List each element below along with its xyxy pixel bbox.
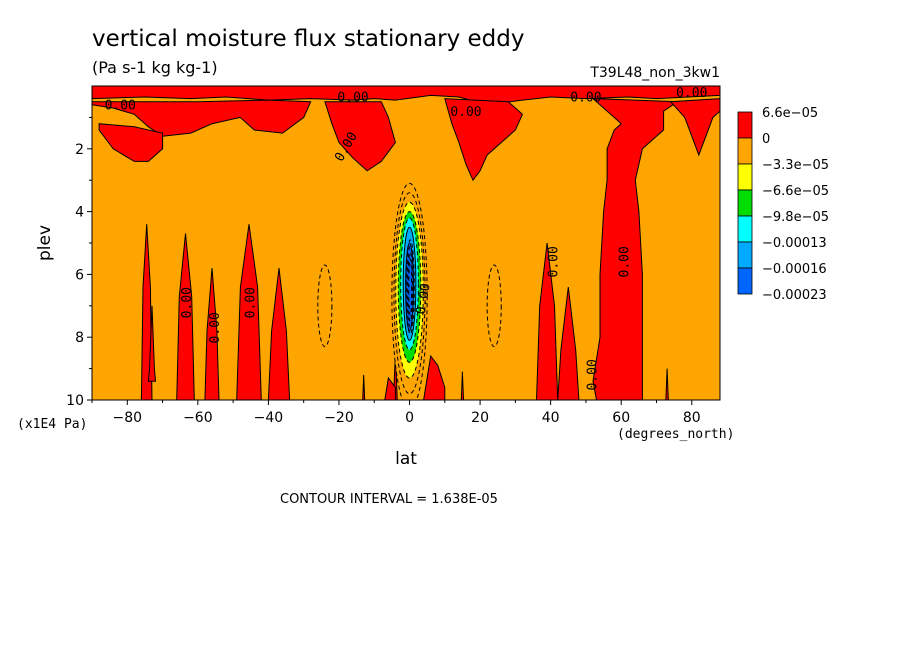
chart-title: vertical moisture flux stationary eddy bbox=[92, 26, 525, 52]
plot-area: 0.00 0.00 0.00 0.00 0.00 0.00 0.00 0.00 0.00 0.00… bbox=[91, 85, 721, 401]
contour-label-2: 0.00 bbox=[570, 91, 601, 106]
x-tick-label--60: −60 bbox=[183, 410, 213, 426]
x-axis: −80 −60 −40 −20 0 20 40 60 80 bbox=[91, 400, 701, 426]
y-axis-units: (x1E4 Pa) bbox=[17, 417, 87, 432]
x-tick-label-40: 40 bbox=[542, 410, 560, 426]
legend-label-4: −9.8e−05 bbox=[762, 210, 829, 225]
legend-swatch-0 bbox=[737, 111, 753, 139]
legend-swatch-4 bbox=[737, 215, 753, 243]
red-region-left-lobe bbox=[92, 99, 312, 137]
contour-label-4: 0.00 bbox=[450, 105, 481, 120]
red-spike-3 bbox=[204, 268, 220, 400]
contour-label-3: 0.00 bbox=[676, 86, 707, 101]
legend-label-3: −6.6e−05 bbox=[762, 184, 829, 199]
red-spike-5 bbox=[267, 268, 291, 400]
negative-core-contour-0 bbox=[408, 258, 413, 316]
legend-swatch-1 bbox=[737, 137, 753, 165]
x-tick-label-60: 60 bbox=[612, 410, 630, 426]
red-region-left-lobe-lower bbox=[98, 123, 164, 162]
legend-label-6: −0.00016 bbox=[762, 262, 827, 277]
legend-label-0: 6.6e−05 bbox=[762, 106, 818, 121]
contour-label-7: 0.00 bbox=[208, 312, 223, 343]
contour-label-10: 0.00 bbox=[617, 246, 632, 277]
negative-core-contour-3 bbox=[405, 239, 415, 335]
red-spike-4 bbox=[236, 224, 262, 400]
colorbar-legend: 6.6e−05 0 −3.3e−05 −6.6e−05 −9.8e−05 −0.00013… bbox=[737, 106, 829, 303]
negative-core-contour-2 bbox=[406, 245, 414, 329]
legend-label-5: −0.00013 bbox=[762, 236, 827, 251]
x-tick-label--80: −80 bbox=[113, 410, 143, 426]
contour-label-11: 0.00 bbox=[586, 359, 601, 390]
red-spike-9 bbox=[458, 371, 467, 400]
x-tick-label-0: 0 bbox=[405, 410, 414, 426]
legend-swatch-3 bbox=[737, 189, 753, 217]
y-tick-label-6: 6 bbox=[75, 267, 84, 283]
y-tick-label-8: 8 bbox=[75, 330, 84, 346]
contour-label-1: 0.00 bbox=[337, 91, 368, 106]
y-tick-label-2: 2 bbox=[75, 142, 84, 158]
red-spike-7 bbox=[391, 352, 400, 400]
x-axis-units: (degrees_north) bbox=[617, 427, 734, 442]
red-region-equator-surface bbox=[423, 354, 446, 400]
contour-label-0: 0.00 bbox=[105, 99, 136, 114]
run-label: T39L48_non_3kw1 bbox=[589, 65, 720, 81]
negative-lens-left bbox=[317, 264, 333, 348]
red-region-right-edge bbox=[669, 98, 720, 157]
red-spike-11 bbox=[557, 286, 580, 400]
legend-label-2: −3.3e−05 bbox=[762, 158, 829, 173]
red-spike-0 bbox=[140, 224, 153, 400]
red-spike-1 bbox=[147, 305, 157, 382]
contour-label-9: 0.00 bbox=[547, 246, 562, 277]
red-region-top-band bbox=[92, 86, 720, 106]
x-axis-label: lat bbox=[395, 449, 417, 469]
red-spike-12 bbox=[663, 368, 672, 400]
x-tick-label-80: 80 bbox=[683, 410, 701, 426]
y-tick-label-10: 10 bbox=[66, 393, 84, 409]
legend-swatch-2 bbox=[737, 163, 753, 191]
legend-label-7: −0.00023 bbox=[762, 288, 827, 303]
red-region-right-column bbox=[591, 98, 680, 400]
contour-label-6: 0.00 bbox=[180, 287, 195, 318]
contour-interval: CONTOUR INTERVAL = 1.638E-05 bbox=[280, 492, 498, 507]
y-axis: 2 4 6 8 10 bbox=[66, 116, 92, 409]
x-tick-label--20: −20 bbox=[324, 410, 354, 426]
legend-label-1: 0 bbox=[762, 132, 770, 147]
red-region-center-left bbox=[324, 101, 396, 172]
red-spike-10 bbox=[535, 242, 559, 400]
contour-label-12: 0.00 bbox=[414, 282, 434, 315]
legend-swatch-5 bbox=[737, 241, 753, 269]
y-tick-label-4: 4 bbox=[75, 205, 84, 221]
red-region-center-right bbox=[444, 98, 524, 182]
red-spike-2 bbox=[176, 233, 195, 400]
chart-units: (Pa s-1 kg kg-1) bbox=[92, 58, 218, 77]
legend-swatch-6 bbox=[737, 267, 753, 295]
red-region-equator-surface-left bbox=[384, 376, 396, 400]
red-spike-6 bbox=[359, 374, 368, 400]
negative-lens-right bbox=[486, 264, 502, 348]
x-tick-label--40: −40 bbox=[254, 410, 284, 426]
x-tick-label-20: 20 bbox=[471, 410, 489, 426]
contour-label-8: 0.00 bbox=[243, 287, 258, 318]
y-axis-label: plev bbox=[35, 225, 55, 261]
